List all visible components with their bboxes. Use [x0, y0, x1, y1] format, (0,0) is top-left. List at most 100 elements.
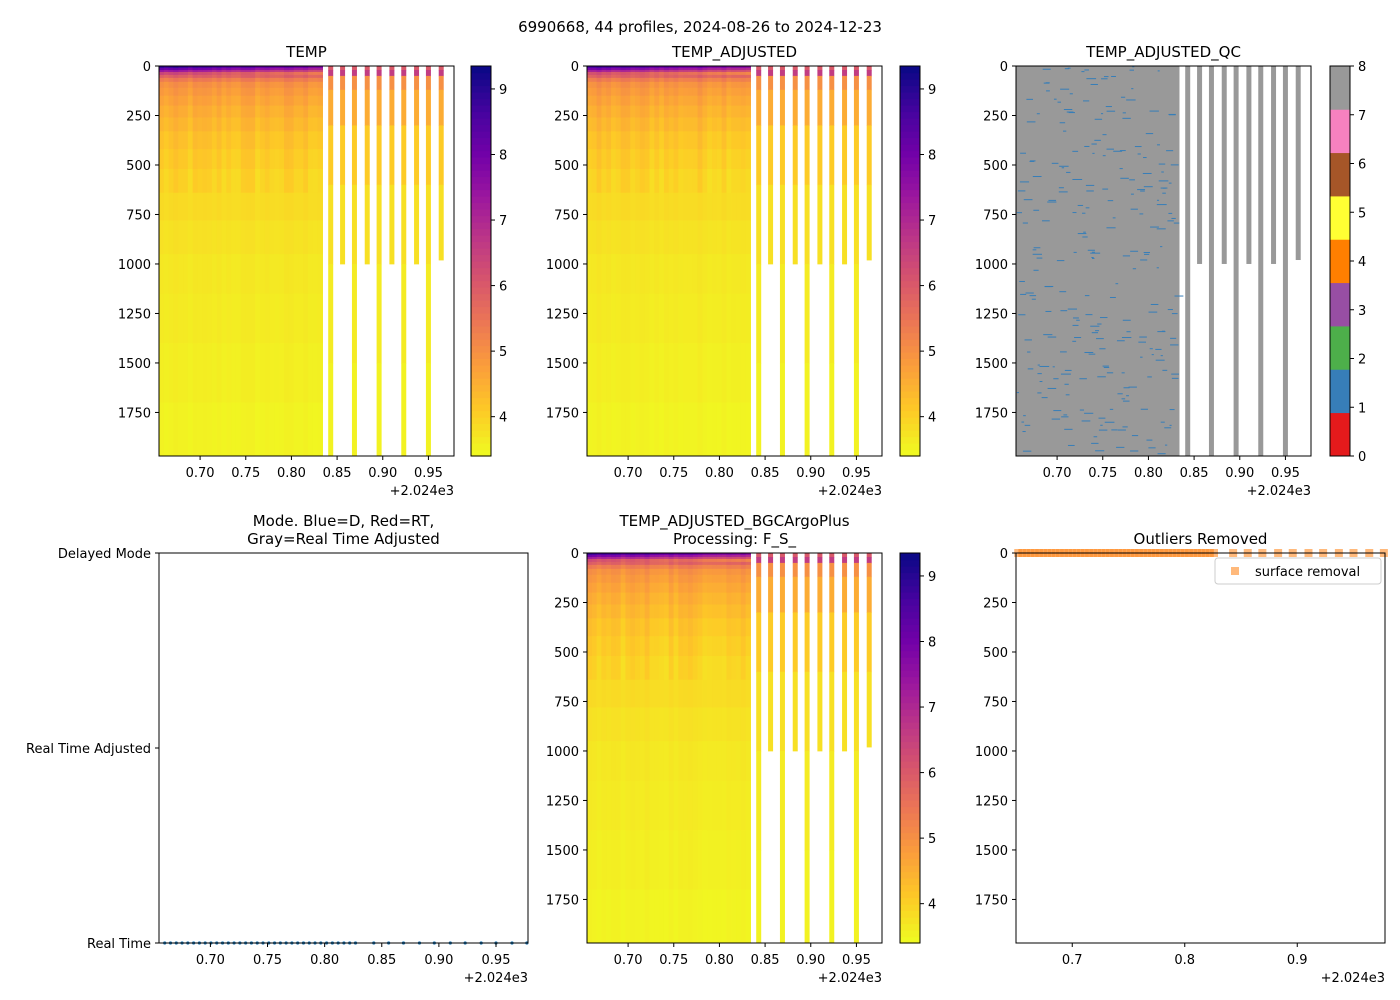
heatmap-cell — [279, 69, 285, 73]
heatmap-cell — [596, 74, 602, 79]
qc-flag-mark — [1117, 393, 1123, 395]
heatmap-cell — [601, 564, 607, 570]
heatmap-cell — [659, 220, 665, 255]
colorbar-segment — [900, 209, 920, 217]
heatmap-cell — [644, 554, 651, 558]
heatmap-cell — [269, 254, 275, 295]
heatmap-cell — [668, 192, 675, 221]
heatmap-cell — [673, 87, 679, 97]
colorbar-segment — [900, 384, 920, 392]
heatmap-cell — [308, 131, 314, 150]
colorbar-segment — [471, 417, 491, 425]
heatmap-cell — [163, 71, 170, 76]
heatmap-cell — [678, 402, 684, 457]
heatmap-cell — [716, 149, 723, 170]
sparse-profile-cell — [817, 75, 823, 91]
qc-flag-mark — [1051, 162, 1059, 164]
sparse-profile-cell — [829, 362, 835, 457]
heatmap-cell — [639, 105, 646, 118]
heatmap-cell — [601, 568, 607, 576]
heatmap-cell — [625, 117, 631, 132]
heatmap-cell — [692, 66, 699, 69]
heatmap-cell — [692, 149, 699, 170]
heatmap-cell — [240, 105, 247, 118]
heatmap-cell — [163, 105, 170, 118]
heatmap-cell — [216, 95, 223, 107]
heatmap-cell — [303, 81, 309, 89]
colorbar-segment — [900, 111, 920, 119]
sparse-profile-cell — [866, 576, 872, 613]
sparse-profile-cell — [364, 89, 370, 126]
qc-flag-mark — [1027, 351, 1031, 353]
heatmap-cell — [202, 192, 208, 221]
sparse-profile-cell — [779, 562, 785, 578]
heatmap-cell — [692, 780, 699, 831]
chart-title-temp: TEMP — [285, 43, 327, 61]
qc-flag-mark — [1091, 143, 1097, 145]
heatmap-cell — [240, 81, 247, 89]
heatmap-cell — [702, 71, 708, 76]
heatmap-cell — [596, 554, 602, 558]
heatmap-cell — [654, 87, 660, 97]
heatmap-cell — [231, 74, 237, 79]
heatmap-cell — [668, 87, 675, 97]
heatmap-cell — [231, 67, 237, 71]
y-tick-label: 0 — [571, 547, 579, 562]
heatmap-cell — [308, 220, 314, 255]
qc-flag-mark — [1086, 78, 1097, 80]
colorbar-segment — [900, 923, 920, 931]
heatmap-cell — [611, 67, 617, 71]
qc-flag-mark — [1122, 117, 1131, 119]
heatmap-cell — [173, 71, 179, 76]
heatmap-cell — [649, 564, 655, 570]
sparse-profile-cell — [756, 556, 762, 564]
heatmap-cell — [596, 556, 602, 560]
sparse-profile-cell — [425, 184, 431, 265]
heatmap-cell — [678, 889, 684, 944]
heatmap-cell — [673, 131, 679, 150]
sparse-profile-cell — [829, 750, 835, 851]
heatmap-cell — [269, 117, 275, 132]
heatmap-cell — [284, 105, 290, 118]
heatmap-cell — [644, 168, 651, 194]
heatmap-cell — [649, 66, 655, 69]
heatmap-cell — [644, 131, 651, 150]
heatmap-cell — [702, 741, 708, 782]
colorbar-segment — [900, 287, 920, 295]
heatmap-cell — [721, 66, 727, 69]
heatmap-cell — [288, 343, 295, 404]
heatmap-cell — [625, 655, 631, 681]
sparse-profile-cell — [842, 671, 848, 752]
qc-flag-mark — [1171, 373, 1179, 375]
qc-flag-mark — [1156, 204, 1167, 206]
y-tick-label: 500 — [983, 159, 1008, 174]
heatmap-cell — [173, 168, 179, 194]
heatmap-cell — [687, 95, 694, 107]
sparse-profile-cell — [364, 75, 370, 91]
heatmap-cell — [726, 81, 732, 89]
heatmap-cell — [659, 741, 665, 782]
heatmap-cell — [202, 131, 208, 150]
x-tick-label: 0.80 — [1134, 466, 1163, 481]
heatmap-cell — [731, 568, 737, 576]
qc-flag-mark — [1171, 217, 1176, 219]
heatmap-cell — [721, 655, 727, 681]
heatmap-cell — [183, 66, 189, 69]
colorbar-tick-label: 4 — [499, 411, 507, 426]
heatmap-cell — [673, 679, 679, 708]
heatmap-cell — [591, 220, 598, 255]
heatmap-cell — [712, 254, 718, 295]
heatmap-cell — [639, 81, 646, 89]
heatmap-cell — [687, 780, 694, 831]
heatmap-cell — [197, 168, 203, 194]
heatmap-cell — [591, 553, 598, 556]
heatmap-cell — [611, 558, 617, 563]
heatmap-cell — [649, 556, 655, 560]
heatmap-cell — [663, 655, 670, 681]
sparse-profile-cell — [414, 66, 420, 71]
qc-flag-mark — [1130, 193, 1134, 195]
sparse-profile-cell — [829, 89, 835, 126]
heatmap-cell — [736, 564, 742, 570]
heatmap-cell — [649, 561, 655, 566]
qc-flag-mark — [1048, 199, 1057, 201]
